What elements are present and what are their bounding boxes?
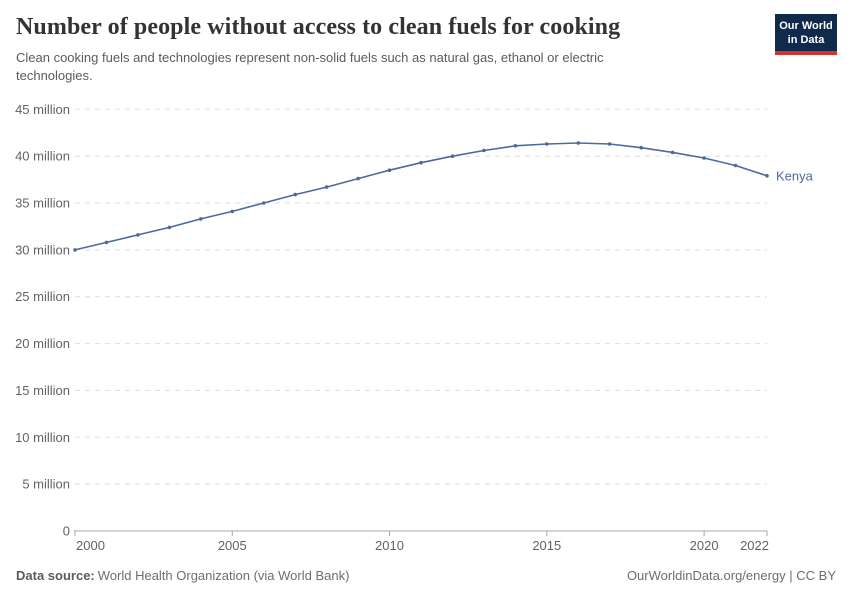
y-tick-label: 15 million (15, 383, 70, 398)
y-tick-label: 35 million (15, 196, 70, 211)
data-point[interactable] (199, 217, 203, 221)
x-tick-label: 2020 (690, 538, 719, 553)
chart-header: Number of people without access to clean… (0, 0, 850, 86)
data-point[interactable] (482, 148, 486, 153)
data-point[interactable] (230, 209, 235, 214)
data-point[interactable] (576, 141, 581, 145)
data-source: Data source: World Health Organization (v… (16, 568, 349, 583)
y-tick-label: 25 million (15, 289, 70, 304)
data-point[interactable] (733, 163, 738, 168)
y-tick-label: 5 million (22, 477, 70, 492)
data-point[interactable] (702, 156, 706, 160)
data-point[interactable] (387, 168, 392, 172)
data-point[interactable] (670, 150, 675, 155)
data-point[interactable] (293, 192, 298, 197)
data-point[interactable] (104, 240, 109, 245)
data-point[interactable] (324, 185, 329, 189)
y-tick-label: 40 million (15, 149, 70, 164)
y-tick-label: 45 million (15, 102, 70, 117)
data-point[interactable] (545, 142, 549, 146)
data-point[interactable] (167, 225, 172, 230)
y-tick-label: 0 (63, 524, 70, 539)
page-title: Number of people without access to clean… (16, 14, 621, 40)
data-point[interactable] (419, 160, 423, 165)
citation-link[interactable]: OurWorldinData.org/energy | CC BY (626, 568, 836, 583)
data-point[interactable] (73, 248, 77, 252)
owid-logo-line2: in Data (787, 34, 825, 47)
x-tick-label: 2005 (218, 538, 247, 553)
data-point[interactable] (356, 176, 360, 181)
y-tick-label: 30 million (15, 242, 70, 257)
y-tick-label: 10 million (15, 430, 70, 445)
x-tick-label: 2022 (740, 538, 769, 553)
owid-logo[interactable]: Our World in Data (775, 14, 837, 55)
data-point[interactable] (639, 145, 643, 150)
data-point[interactable] (261, 201, 266, 205)
data-point[interactable] (607, 142, 612, 146)
data-source-text: World Health Organization (via World Ban… (97, 568, 350, 583)
x-tick-label: 2000 (76, 538, 105, 553)
data-source-label: Data source: (16, 568, 95, 583)
entity-label[interactable]: Kenya (776, 168, 814, 183)
data-point[interactable] (765, 174, 769, 178)
x-tick-label: 2015 (532, 538, 561, 553)
data-point[interactable] (513, 144, 518, 148)
y-tick-label: 20 million (15, 336, 70, 351)
data-point[interactable] (450, 154, 455, 158)
x-tick-label: 2010 (375, 538, 404, 553)
chart-footer: Data source: World Health Organization (v… (16, 568, 836, 583)
data-point[interactable] (136, 233, 140, 237)
chart-subtitle: Clean cooking fuels and technologies rep… (16, 49, 604, 84)
kenya-line[interactable] (74, 142, 768, 251)
owid-logo-line1: Our World (779, 20, 833, 32)
